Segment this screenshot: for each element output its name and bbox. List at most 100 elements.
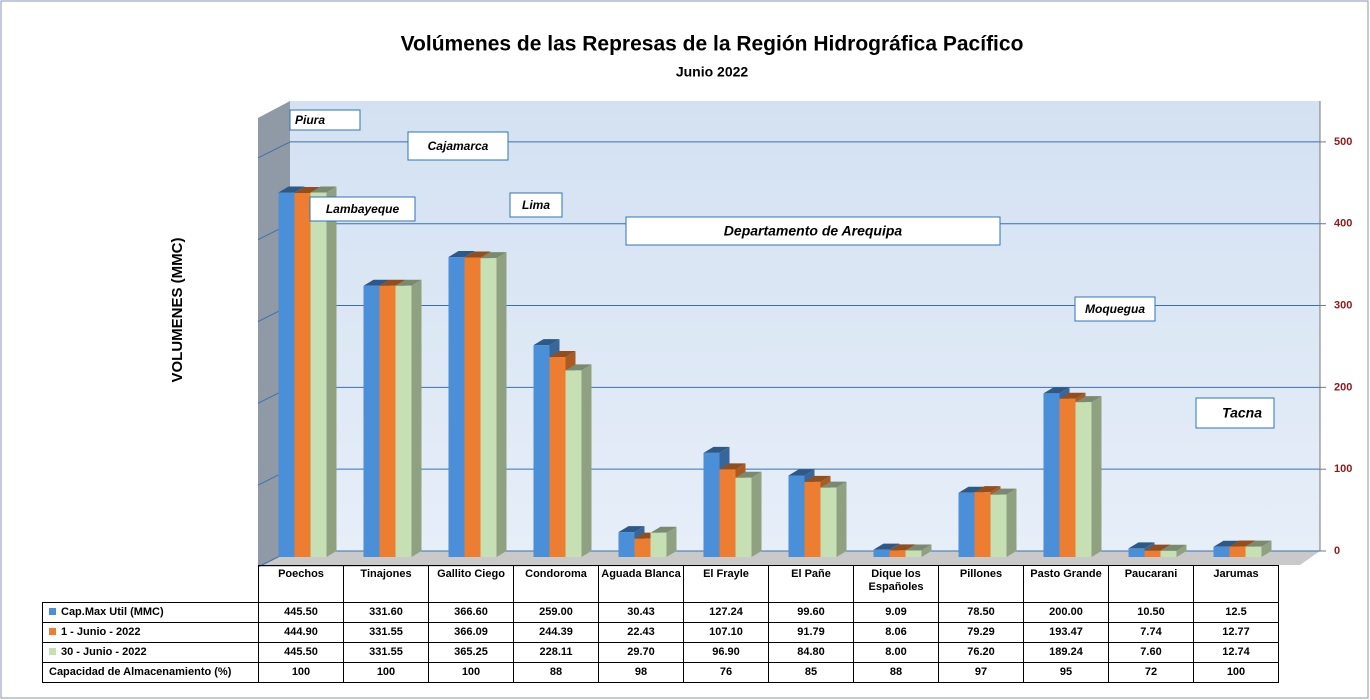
bar-front: [958, 492, 975, 557]
bar: [1075, 396, 1102, 557]
annotation-box: [309, 196, 416, 222]
bar-top: [905, 544, 932, 551]
bar-side: [411, 279, 422, 557]
bar-top: [278, 186, 305, 193]
bar-side: [1006, 488, 1017, 557]
annotation-box: [289, 109, 361, 131]
bar-front: [464, 257, 481, 557]
table-value: 8.00: [853, 642, 939, 663]
table-value: 76.20: [938, 642, 1024, 663]
annotation: Tacna: [1222, 405, 1262, 421]
bar-front: [735, 477, 752, 557]
bar-top: [788, 469, 815, 476]
bar-side: [496, 252, 507, 557]
table-value: 107.10: [683, 622, 769, 643]
bar-top: [990, 488, 1017, 495]
table-value: 12.74: [1193, 642, 1279, 663]
bar-top: [310, 186, 337, 193]
bar-top: [735, 471, 762, 478]
bar-side: [326, 186, 337, 557]
y-tick-label: 300: [1334, 299, 1352, 311]
bar-front: [448, 257, 465, 557]
legend-swatch: [49, 648, 56, 655]
table-value: 200.00: [1023, 602, 1109, 623]
x-tick-label: Paucarani: [1108, 565, 1194, 603]
bar: [1160, 544, 1187, 557]
bar-top: [1213, 540, 1240, 547]
bar-top: [974, 486, 1001, 493]
y-tick-label: 200: [1334, 381, 1352, 393]
legend-cell: 30 - Junio - 2022: [42, 642, 259, 663]
bar: [990, 488, 1017, 557]
x-tick-label: Aguada Blanca: [598, 565, 684, 603]
annotation: Cajamarca: [428, 139, 489, 153]
legend-cell: Cap.Max Util (MMC): [42, 602, 259, 623]
row-label: Capacidad de Almacenamiento (%): [42, 662, 259, 683]
table-value: 127.24: [683, 602, 769, 623]
annotation-box: [1195, 397, 1275, 429]
bar-side: [836, 481, 847, 557]
bar-top: [804, 475, 831, 482]
table-value: 72: [1108, 662, 1194, 683]
annotation: Lambayeque: [326, 202, 400, 216]
y-tick-label: 0: [1334, 545, 1340, 557]
y-tick-label: 400: [1334, 218, 1352, 230]
bar-front: [379, 285, 396, 557]
bar-top: [363, 279, 390, 286]
bar-front: [820, 487, 837, 557]
bar-front: [565, 370, 582, 557]
bar-top: [294, 186, 321, 193]
annotation: Moquegua: [1085, 302, 1145, 316]
annotation-box: [1074, 296, 1156, 322]
bar-top: [958, 486, 985, 493]
table-value: 100: [1193, 662, 1279, 683]
bar-front: [294, 192, 311, 557]
bar: [565, 364, 592, 557]
series-row: Cap.Max Util (MMC) 445.50 331.60 366.60 259.…: [42, 602, 1279, 623]
table-value: 12.5: [1193, 602, 1279, 623]
capacity-row: Capacidad de Almacenamiento (%) 100 100 100…: [42, 662, 1279, 683]
x-tick-label: Tinajones: [343, 565, 429, 603]
annotation-box: [625, 216, 1001, 246]
bar: [820, 481, 847, 557]
bar: [480, 252, 507, 557]
chart-title: Volúmenes de las Represas de la Región H…: [401, 33, 1024, 56]
table-value: 7.60: [1108, 642, 1194, 663]
bar-front: [889, 550, 906, 557]
bar: [650, 526, 677, 557]
table-value: 189.24: [1023, 642, 1109, 663]
bar-side: [666, 526, 677, 557]
bar-top: [820, 481, 847, 488]
table-value: 76: [683, 662, 769, 683]
series-row: 1 - Junio - 2022 444.90 331.55 366.09 244.39…: [42, 622, 1279, 643]
table-value: 100: [343, 662, 429, 683]
bar-front: [1043, 393, 1060, 557]
table-value: 12.77: [1193, 622, 1279, 643]
bar-front: [1059, 398, 1076, 557]
bar-top: [1075, 396, 1102, 403]
bar-front: [974, 492, 991, 557]
bar-front: [1075, 402, 1092, 557]
bar-front: [873, 549, 890, 557]
series-row: 30 - Junio - 2022 445.50 331.55 365.25 228.1…: [42, 642, 1279, 663]
table-value: 366.09: [428, 622, 514, 643]
table-value: 445.50: [258, 642, 344, 663]
x-tick-label: Pasto Grande: [1023, 565, 1109, 603]
corner-cell: [43, 566, 259, 603]
table-value: 331.55: [343, 622, 429, 643]
table-value: 193.47: [1023, 622, 1109, 643]
bar-top: [650, 526, 677, 533]
bar-front: [1128, 548, 1145, 557]
table-value: 30.43: [598, 602, 684, 623]
table-value: 445.50: [258, 602, 344, 623]
bar-top: [379, 279, 406, 286]
table-value: 100: [428, 662, 514, 683]
bar-front: [395, 285, 412, 557]
bar-side: [751, 471, 762, 557]
x-tick-label: El Frayle: [683, 565, 769, 603]
table-value: 29.70: [598, 642, 684, 663]
bar-top: [549, 351, 576, 358]
table-value: 228.11: [513, 642, 599, 663]
